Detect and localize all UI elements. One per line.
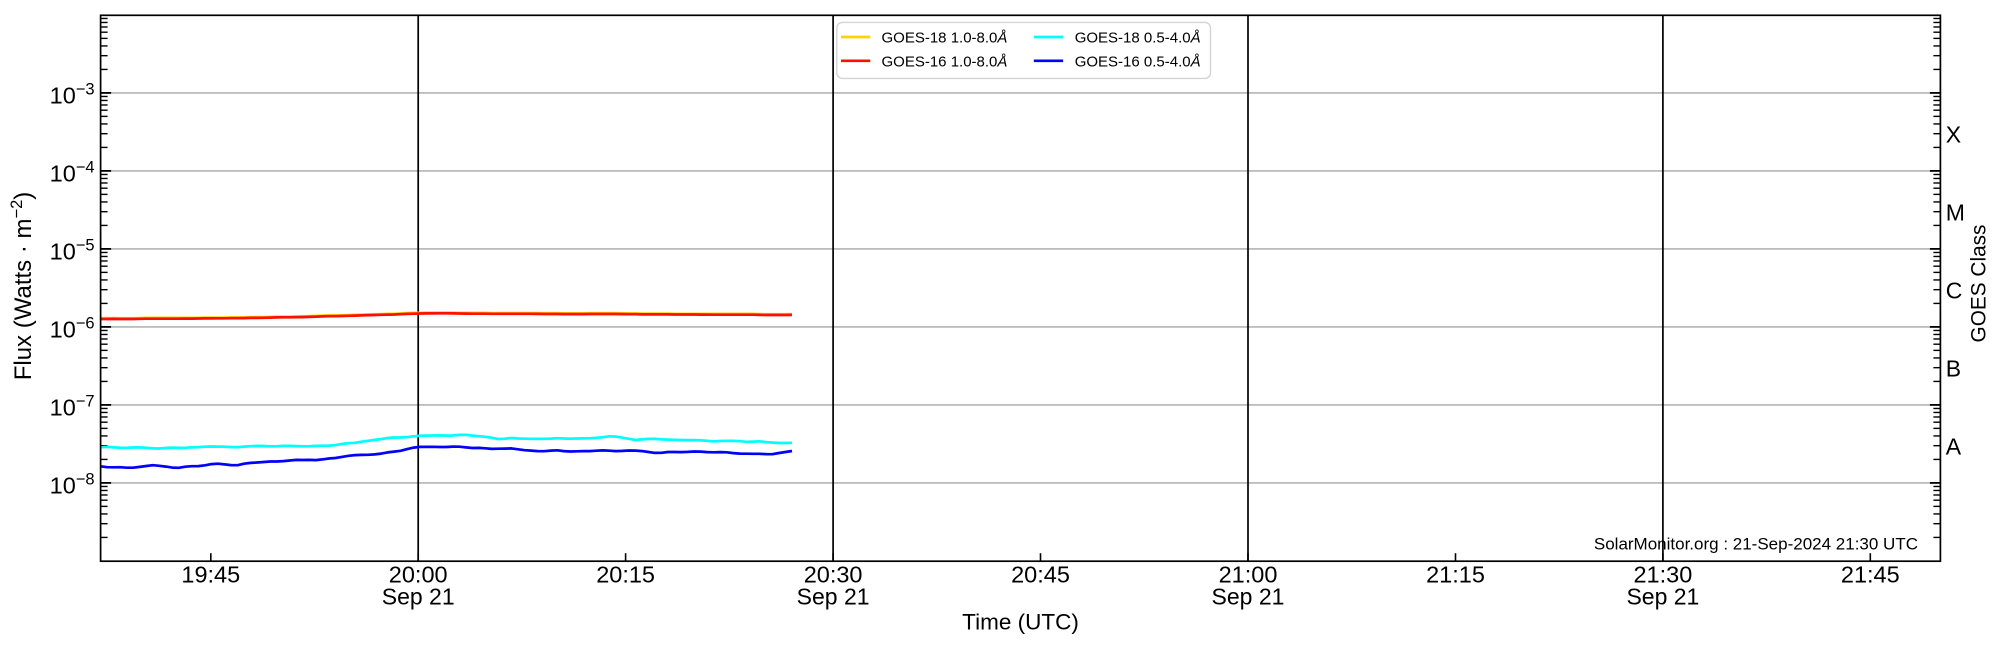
svg-text:20:00: 20:00: [389, 562, 448, 588]
svg-text:A: A: [1946, 433, 1962, 459]
svg-text:10−6: 10−6: [50, 315, 95, 343]
svg-text:GOES-16 1.0-8.0Å: GOES-16 1.0-8.0Å: [882, 53, 1008, 70]
svg-text:Flux (Watts · m−2): Flux (Watts · m−2): [8, 192, 37, 381]
svg-text:20:30: 20:30: [804, 562, 863, 588]
svg-text:X: X: [1946, 121, 1961, 147]
svg-text:21:30: 21:30: [1633, 562, 1692, 588]
svg-text:SolarMonitor.org : 21-Sep-2024: SolarMonitor.org : 21-Sep-2024 21:30 UTC: [1594, 535, 1918, 554]
svg-text:Time (UTC): Time (UTC): [962, 610, 1079, 635]
svg-text:Sep 21: Sep 21: [797, 583, 870, 609]
svg-text:Sep 21: Sep 21: [1212, 583, 1285, 609]
svg-text:GOES-18 0.5-4.0Å: GOES-18 0.5-4.0Å: [1075, 30, 1201, 47]
svg-text:21:15: 21:15: [1426, 562, 1485, 588]
svg-text:20:15: 20:15: [596, 562, 655, 588]
svg-text:C: C: [1946, 277, 1963, 303]
svg-text:Sep 21: Sep 21: [1626, 583, 1699, 609]
svg-text:10−4: 10−4: [50, 159, 95, 187]
svg-text:Sep 21: Sep 21: [382, 583, 455, 609]
svg-text:GOES-16 0.5-4.0Å: GOES-16 0.5-4.0Å: [1075, 53, 1201, 70]
svg-text:21:45: 21:45: [1841, 562, 1900, 588]
svg-text:B: B: [1946, 355, 1961, 381]
svg-text:21:00: 21:00: [1219, 562, 1278, 588]
svg-text:10−3: 10−3: [50, 81, 95, 109]
svg-text:GOES Class: GOES Class: [1968, 225, 1991, 343]
svg-text:20:45: 20:45: [1011, 562, 1070, 588]
svg-text:19:45: 19:45: [181, 562, 240, 588]
svg-text:M: M: [1946, 199, 1965, 225]
svg-text:GOES-18 1.0-8.0Å: GOES-18 1.0-8.0Å: [882, 30, 1008, 47]
